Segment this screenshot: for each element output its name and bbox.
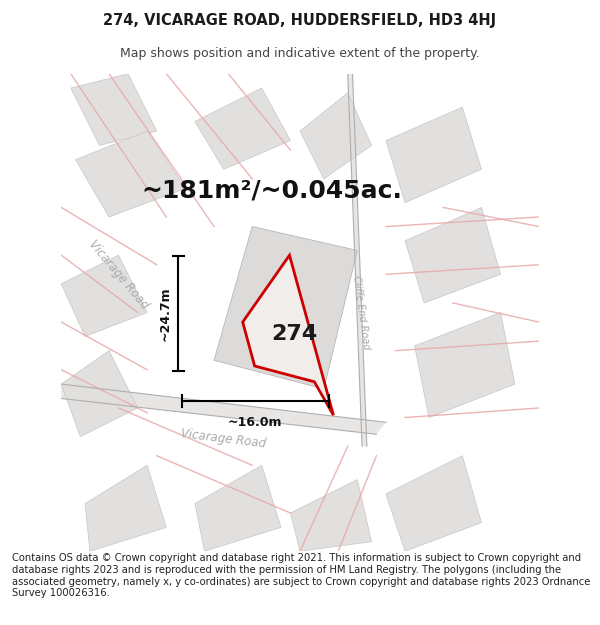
Text: Contains OS data © Crown copyright and database right 2021. This information is : Contains OS data © Crown copyright and d… <box>12 553 590 598</box>
Polygon shape <box>195 465 281 551</box>
Text: 274, VICARAGE ROAD, HUDDERSFIELD, HD3 4HJ: 274, VICARAGE ROAD, HUDDERSFIELD, HD3 4H… <box>103 13 497 28</box>
Polygon shape <box>300 93 371 179</box>
Polygon shape <box>214 226 358 389</box>
Polygon shape <box>85 465 166 551</box>
Text: ~24.7m: ~24.7m <box>158 286 172 341</box>
Polygon shape <box>76 131 185 217</box>
Polygon shape <box>61 255 147 336</box>
Polygon shape <box>415 312 515 418</box>
Polygon shape <box>386 107 481 202</box>
Text: Vicarage Road: Vicarage Road <box>86 238 151 311</box>
Polygon shape <box>195 88 290 169</box>
Polygon shape <box>61 384 386 434</box>
Text: ~16.0m: ~16.0m <box>228 416 283 429</box>
Text: Map shows position and indicative extent of the property.: Map shows position and indicative extent… <box>120 47 480 59</box>
Polygon shape <box>405 208 500 303</box>
Polygon shape <box>386 456 481 551</box>
Polygon shape <box>61 351 137 437</box>
Polygon shape <box>71 74 157 146</box>
Text: Cliffe End Road: Cliffe End Road <box>351 275 371 350</box>
Polygon shape <box>348 74 367 446</box>
Polygon shape <box>290 479 371 551</box>
Text: 274: 274 <box>271 324 317 344</box>
Text: Vicarage Road: Vicarage Road <box>180 428 267 451</box>
Polygon shape <box>242 255 334 415</box>
Text: ~181m²/~0.045ac.: ~181m²/~0.045ac. <box>141 179 402 202</box>
